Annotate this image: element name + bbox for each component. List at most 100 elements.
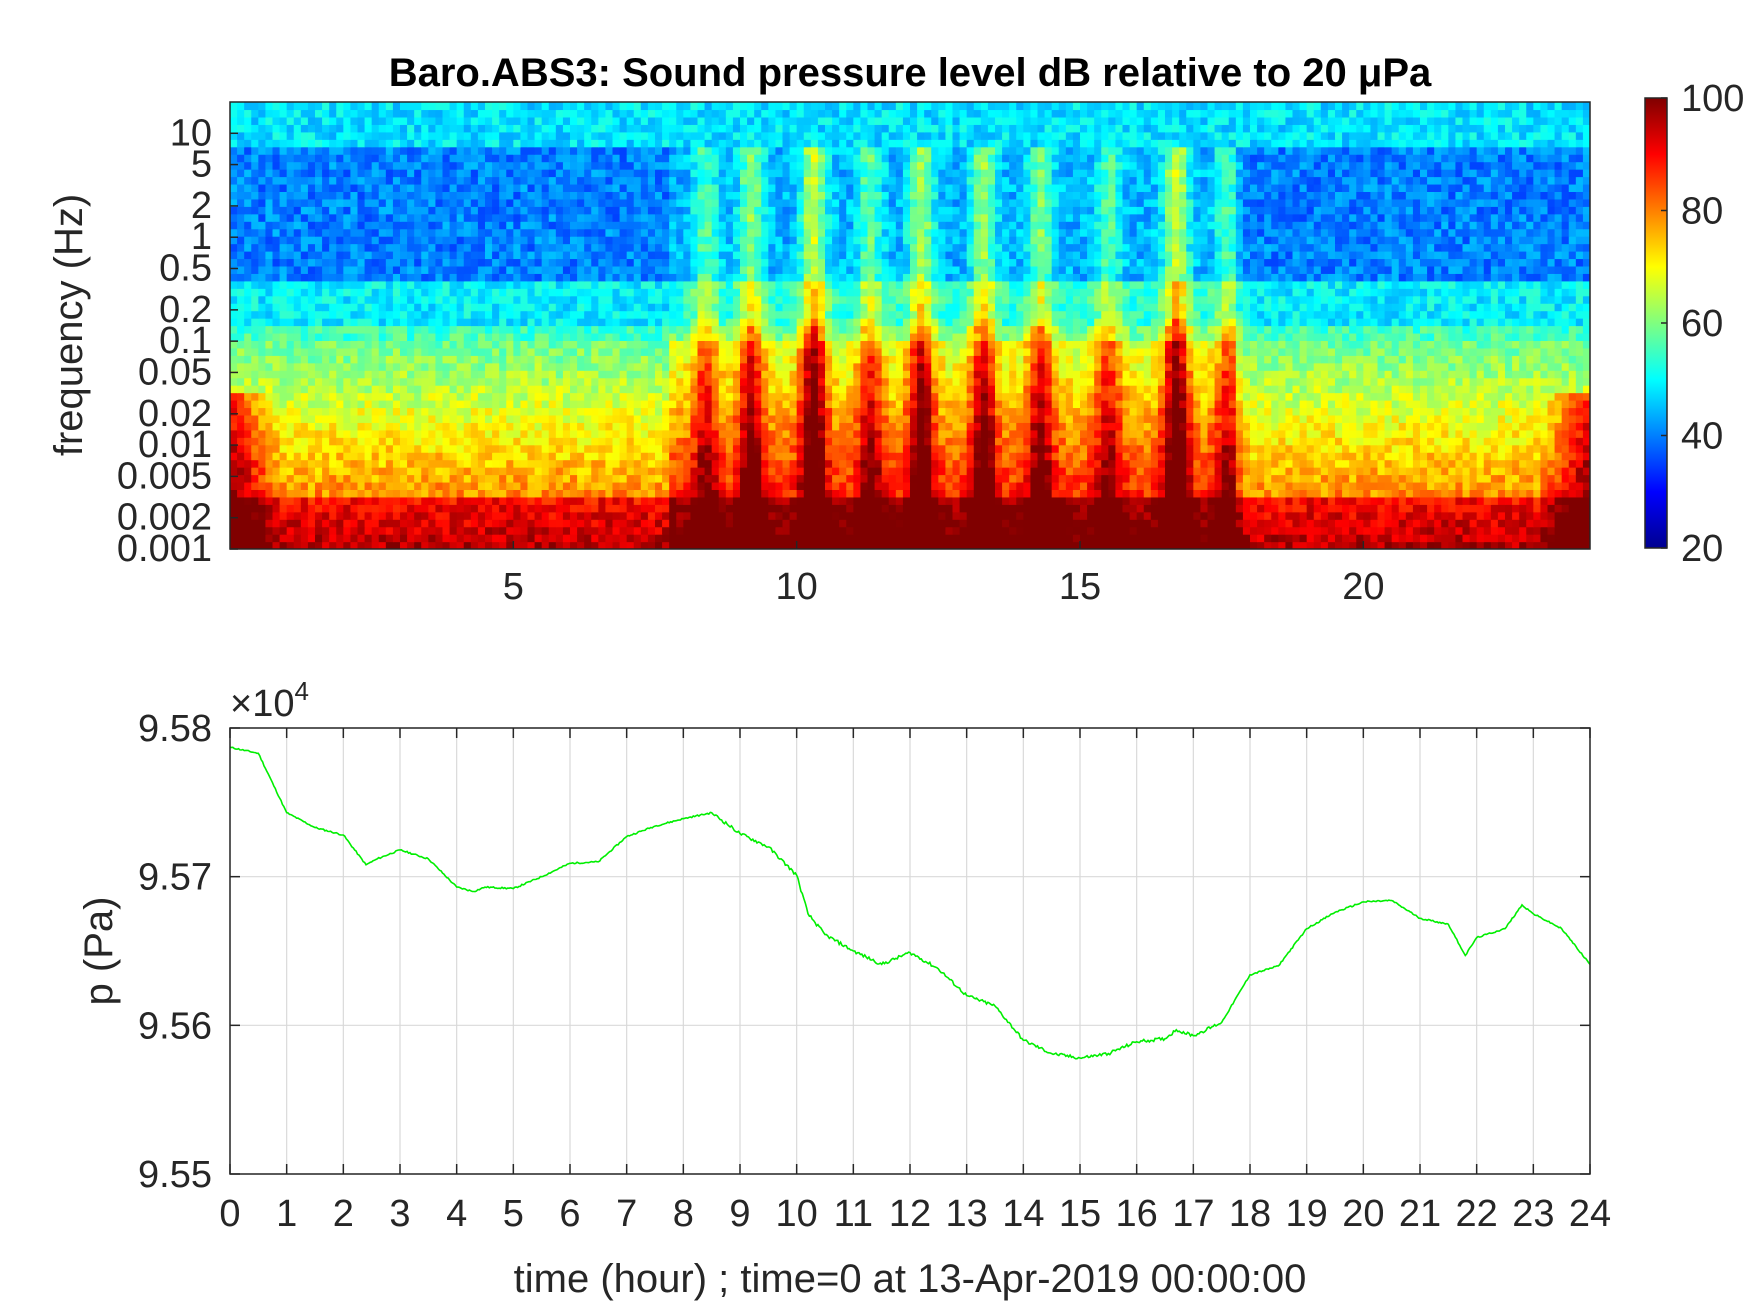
heatmap-cell — [407, 385, 415, 394]
heatmap-cell — [527, 414, 536, 423]
heatmap-cell — [1505, 452, 1513, 461]
heatmap-cell — [1412, 534, 1421, 543]
heatmap-cell — [605, 489, 614, 498]
heatmap-cell — [902, 474, 911, 483]
heatmap-cell — [1200, 474, 1209, 483]
heatmap-cell — [683, 452, 692, 461]
heatmap-cell — [1547, 526, 1556, 535]
heatmap-cell — [1462, 511, 1471, 520]
heatmap-cell — [704, 481, 713, 490]
heatmap-cell — [789, 429, 798, 438]
heatmap-cell — [761, 511, 769, 520]
heatmap-cell — [463, 377, 472, 386]
heatmap-cell — [1037, 414, 1046, 423]
heatmap-cell — [477, 452, 486, 461]
heatmap-cell — [364, 400, 373, 409]
heatmap-cell — [690, 355, 699, 364]
heatmap-cell — [237, 429, 245, 438]
heatmap-cell — [1235, 459, 1244, 468]
heatmap-cell — [1200, 504, 1209, 513]
heatmap-cell — [789, 370, 798, 379]
heatmap-cell — [1228, 362, 1237, 371]
heatmap-cell — [1512, 496, 1520, 505]
heatmap-cell — [1278, 362, 1287, 371]
heatmap-cell — [527, 474, 536, 483]
heatmap-cell — [357, 519, 366, 528]
heatmap-cell — [584, 392, 592, 401]
heatmap-cell — [1349, 385, 1357, 394]
heatmap-cell — [1058, 511, 1067, 520]
heatmap-cell — [286, 526, 295, 535]
heatmap-cell — [839, 362, 847, 371]
heatmap-cell — [449, 355, 458, 364]
heatmap-cell — [1349, 414, 1357, 423]
heatmap-cell — [1257, 385, 1265, 394]
heatmap-cell — [364, 519, 373, 528]
heatmap-cell — [591, 422, 599, 431]
heatmap-cell — [1575, 511, 1584, 520]
heatmap-cell — [1065, 489, 1074, 498]
heatmap-cell — [407, 362, 415, 371]
heatmap-cell — [520, 414, 529, 423]
heatmap-cell — [747, 452, 755, 461]
heatmap-cell — [1476, 444, 1485, 453]
heatmap-cell — [846, 481, 854, 490]
heatmap-cell — [1469, 422, 1478, 431]
heatmap-cell — [1186, 377, 1194, 386]
heatmap-cell — [1568, 541, 1577, 549]
heatmap-cell — [1313, 414, 1322, 423]
heatmap-cell — [577, 422, 585, 431]
heatmap-cell — [1476, 422, 1485, 431]
heatmap-cell — [343, 385, 352, 394]
heatmap-cell — [513, 422, 522, 431]
heatmap-cell — [1221, 407, 1230, 416]
heatmap-cell — [732, 452, 741, 461]
heatmap-cell — [690, 474, 699, 483]
heatmap-cell — [980, 474, 989, 483]
heatmap-cell — [1356, 400, 1364, 409]
heatmap-cell — [1080, 362, 1088, 371]
heatmap-cell — [435, 489, 444, 498]
heatmap-cell — [1235, 385, 1244, 394]
heatmap-cell — [810, 422, 819, 431]
heatmap-cell — [839, 422, 847, 431]
heatmap-cell — [1044, 370, 1053, 379]
heatmap-cell — [1512, 422, 1520, 431]
heatmap-cell — [1257, 414, 1265, 423]
heatmap-cell — [1483, 481, 1492, 490]
heatmap-cell — [1207, 422, 1216, 431]
heatmap-cell — [286, 489, 295, 498]
heatmap-cell — [343, 355, 352, 364]
heatmap-cell — [1172, 407, 1180, 416]
heatmap-cell — [1179, 474, 1187, 483]
heatmap-cell — [1122, 496, 1131, 505]
heatmap-cell — [1568, 414, 1577, 423]
heatmap-cell — [966, 362, 975, 371]
heatmap-cell — [364, 541, 373, 549]
heatmap-cell — [1405, 362, 1414, 371]
heatmap-cell — [626, 474, 635, 483]
heatmap-cell — [952, 541, 961, 549]
heatmap-cell — [1497, 385, 1506, 394]
heatmap-cell — [902, 355, 911, 364]
heatmap-cell — [1434, 385, 1442, 394]
heatmap-cell — [244, 489, 252, 498]
heatmap-cell — [407, 459, 415, 468]
heatmap-cell — [1512, 511, 1520, 520]
heatmap-cell — [1235, 437, 1244, 446]
heatmap-cell — [1264, 511, 1272, 520]
heatmap-cell — [265, 407, 274, 416]
heatmap-cell — [1172, 444, 1180, 453]
heatmap-cell — [414, 474, 422, 483]
heatmap-cell — [293, 400, 302, 409]
heatmap-cell — [456, 385, 465, 394]
heatmap-cell — [541, 541, 550, 549]
heatmap-cell — [237, 370, 245, 379]
heatmap-cell — [1165, 541, 1173, 549]
heatmap-cell — [392, 429, 401, 438]
heatmap-cell — [1165, 377, 1173, 386]
heatmap-cell — [697, 355, 706, 364]
heatmap-cell — [1242, 422, 1251, 431]
heatmap-cell — [378, 392, 387, 401]
heatmap-cell — [1420, 474, 1428, 483]
